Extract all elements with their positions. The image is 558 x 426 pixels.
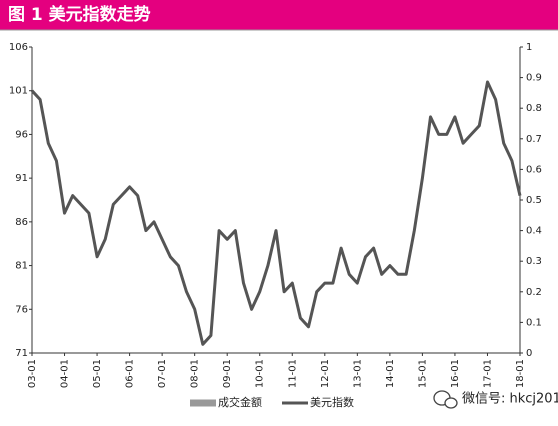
y2-tick-label: 0.5: [526, 195, 542, 206]
x-tick-label: 14-01: [385, 359, 396, 388]
x-tick-label: 08-01: [190, 359, 201, 388]
x-tick-label: 17-01: [482, 359, 493, 388]
x-tick-label: 06-01: [125, 359, 136, 388]
y-tick-label: 71: [15, 348, 28, 359]
x-tick-label: 03-01: [27, 359, 38, 388]
x-tick-label: 05-01: [92, 359, 103, 388]
legend-label: 美元指数: [310, 395, 354, 409]
y-tick-label: 106: [9, 42, 28, 53]
x-tick-label: 16-01: [450, 359, 461, 388]
y-tick-label: 96: [15, 129, 28, 140]
watermark: 微信号: hkcj2016: [462, 392, 558, 407]
y2-tick-label: 1: [526, 42, 532, 53]
y2-tick-label: 0.8: [526, 103, 542, 114]
y2-tick-label: 0.7: [526, 134, 542, 145]
x-tick-label: 12-01: [320, 359, 331, 388]
x-tick-label: 04-01: [60, 359, 71, 388]
watermark-icon: [433, 390, 458, 409]
y2-tick-label: 0: [526, 348, 532, 359]
y2-tick-label: 0.4: [526, 226, 542, 237]
y2-tick-label: 0.9: [526, 73, 542, 84]
y-tick-label: 91: [15, 173, 28, 184]
y-tick-label: 81: [15, 261, 28, 272]
x-tick-label: 15-01: [417, 359, 428, 388]
x-tick-label: 09-01: [222, 359, 233, 388]
x-tick-label: 11-01: [287, 359, 298, 388]
data-line: [30, 80, 522, 346]
y2-tick-label: 0.6: [526, 164, 542, 175]
y-tick-label: 76: [15, 304, 28, 315]
y2-tick-label: 0.1: [526, 317, 542, 328]
title-bar: [0, 0, 558, 30]
legend-label: 成交金额: [218, 395, 262, 409]
y-tick-label: 86: [15, 217, 28, 228]
y2-tick-label: 0.2: [526, 287, 542, 298]
x-tick-label: 10-01: [255, 359, 266, 388]
y2-tick-label: 0.3: [526, 256, 542, 267]
x-tick-label: 18-01: [515, 359, 526, 388]
x-tick-label: 13-01: [352, 359, 363, 388]
chart-title: 图 1 美元指数走势: [8, 4, 151, 25]
x-tick-label: 07-01: [157, 359, 168, 388]
y-tick-label: 101: [9, 86, 28, 97]
